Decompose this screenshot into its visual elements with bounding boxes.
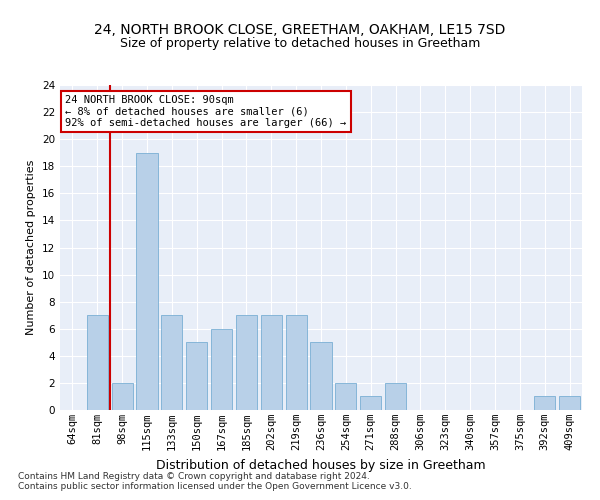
Bar xyxy=(360,396,381,410)
Text: Contains public sector information licensed under the Open Government Licence v3: Contains public sector information licen… xyxy=(18,482,412,491)
Bar xyxy=(87,315,108,410)
Bar xyxy=(559,396,580,410)
Bar xyxy=(286,315,307,410)
Y-axis label: Number of detached properties: Number of detached properties xyxy=(26,160,37,335)
Bar xyxy=(261,315,282,410)
Bar xyxy=(112,383,133,410)
Text: 24, NORTH BROOK CLOSE, GREETHAM, OAKHAM, LE15 7SD: 24, NORTH BROOK CLOSE, GREETHAM, OAKHAM,… xyxy=(94,22,506,36)
Bar xyxy=(310,342,332,410)
Bar xyxy=(236,315,257,410)
X-axis label: Distribution of detached houses by size in Greetham: Distribution of detached houses by size … xyxy=(156,458,486,471)
Bar xyxy=(186,342,207,410)
Text: 24 NORTH BROOK CLOSE: 90sqm
← 8% of detached houses are smaller (6)
92% of semi-: 24 NORTH BROOK CLOSE: 90sqm ← 8% of deta… xyxy=(65,94,346,128)
Bar xyxy=(136,152,158,410)
Bar xyxy=(385,383,406,410)
Bar xyxy=(335,383,356,410)
Text: Size of property relative to detached houses in Greetham: Size of property relative to detached ho… xyxy=(120,38,480,51)
Bar xyxy=(534,396,555,410)
Bar xyxy=(161,315,182,410)
Bar xyxy=(211,329,232,410)
Text: Contains HM Land Registry data © Crown copyright and database right 2024.: Contains HM Land Registry data © Crown c… xyxy=(18,472,370,481)
